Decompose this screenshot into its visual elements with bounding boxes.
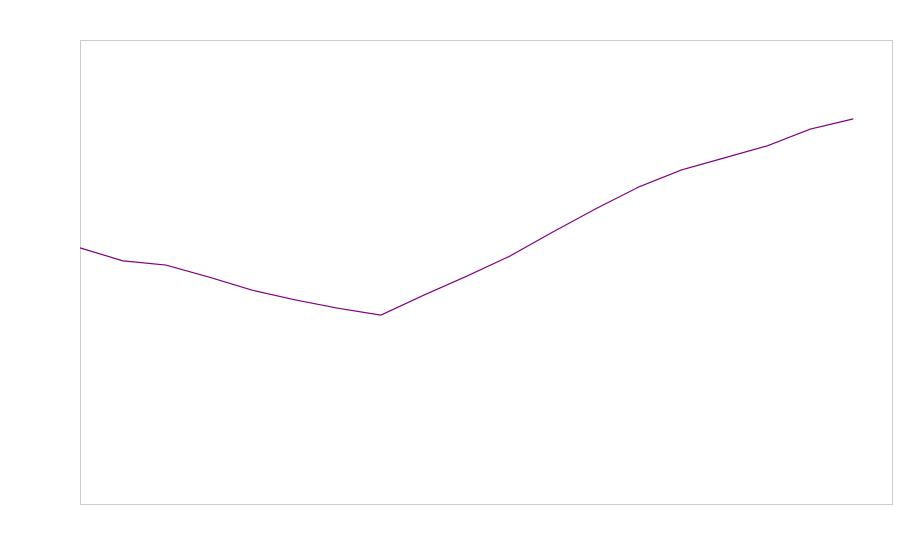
- data-line: [79, 118, 854, 316]
- plot-frame: [80, 40, 893, 505]
